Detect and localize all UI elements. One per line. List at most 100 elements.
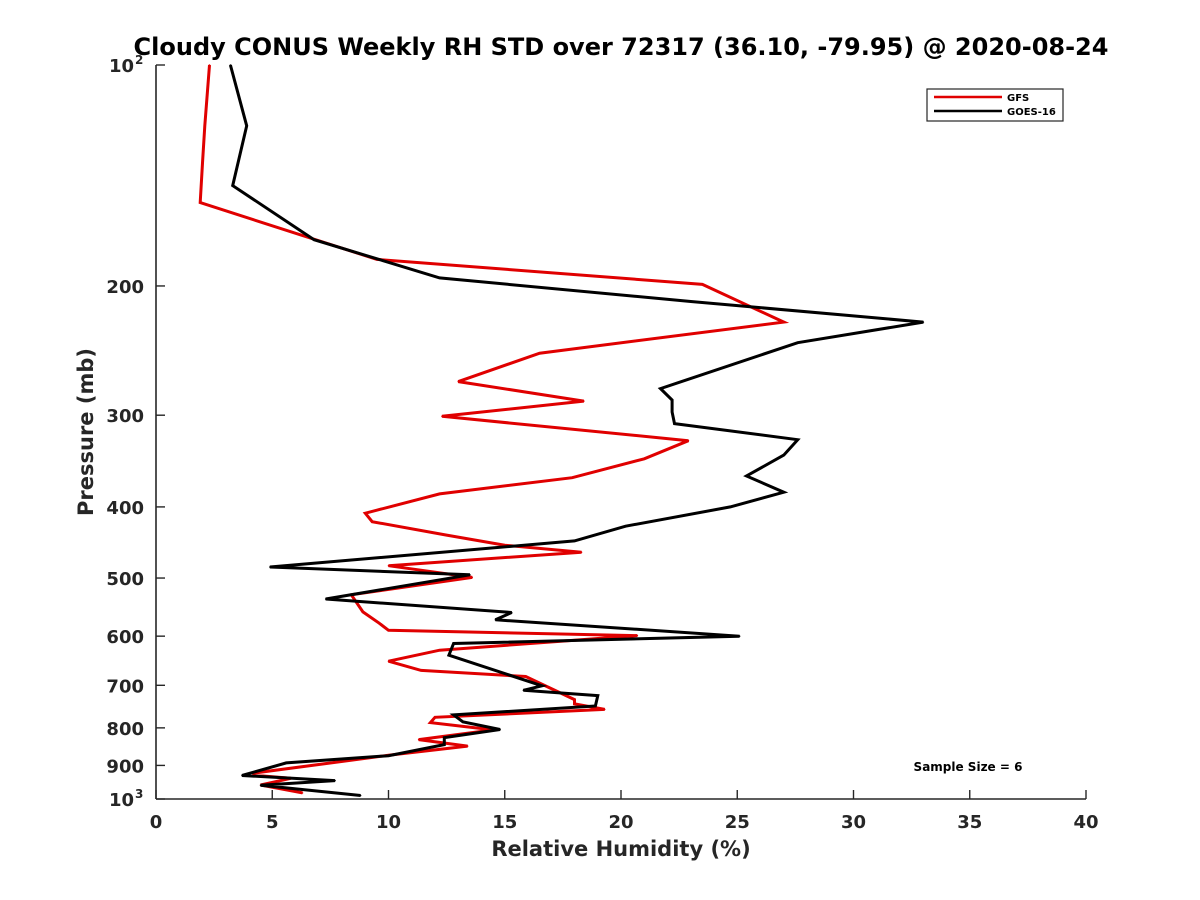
data-point-gfs — [362, 611, 364, 613]
y-tick-label: 600 — [106, 627, 144, 648]
x-tick-label: 25 — [725, 812, 750, 833]
data-point-gfs — [438, 493, 441, 495]
data-point-gfs — [199, 201, 201, 204]
data-point-goes16 — [494, 619, 497, 621]
data-point-gfs — [301, 792, 304, 794]
y-tick-label: 700 — [106, 676, 144, 697]
data-point-gfs — [643, 458, 646, 460]
y-tick-label: 400 — [106, 498, 144, 519]
data-point-goes16 — [324, 598, 327, 600]
data-point-gfs — [378, 622, 381, 624]
plot-area — [156, 65, 1086, 799]
data-point-gfs — [429, 721, 432, 724]
data-point-goes16 — [443, 743, 446, 746]
data-point-goes16 — [259, 784, 262, 787]
data-point-goes16 — [690, 300, 692, 303]
data-point-goes16 — [796, 341, 799, 344]
x-tick-label: 30 — [841, 812, 866, 833]
y-tick-label: 500 — [106, 569, 144, 590]
data-point-goes16 — [541, 685, 543, 687]
axes — [155, 65, 1086, 800]
data-point-goes16 — [231, 184, 234, 187]
data-point-goes16 — [783, 491, 785, 494]
data-point-goes16 — [510, 611, 513, 614]
data-point-gfs — [687, 439, 690, 442]
y-tick-label: 800 — [106, 719, 144, 740]
data-point-goes16 — [783, 454, 785, 456]
data-point-goes16 — [241, 774, 243, 777]
y-tick-label: 900 — [106, 756, 144, 777]
data-point-goes16 — [573, 540, 576, 542]
data-point-goes16 — [597, 694, 599, 697]
data-point-goes16 — [624, 525, 627, 527]
data-point-goes16 — [729, 506, 732, 508]
data-point-goes16 — [671, 399, 673, 401]
data-point-gfs — [208, 64, 211, 66]
data-point-goes16 — [245, 125, 248, 127]
data-point-gfs — [471, 576, 474, 579]
data-point-goes16 — [438, 277, 441, 279]
data-point-goes16 — [269, 566, 271, 568]
legend: GFS GOES-16 — [926, 88, 1064, 122]
data-point-goes16 — [452, 642, 455, 645]
x-tick-label: 5 — [266, 812, 279, 833]
data-point-goes16 — [522, 689, 525, 692]
data-point-gfs — [204, 125, 206, 127]
x-tick-label: 0 — [150, 812, 163, 833]
data-point-gfs — [580, 551, 583, 553]
data-point-goes16 — [659, 387, 662, 390]
data-point-gfs — [441, 415, 443, 418]
data-point-goes16 — [462, 721, 464, 723]
data-point-gfs — [573, 698, 576, 701]
data-point-gfs — [603, 708, 606, 711]
series-line-goes16 — [228, 64, 924, 797]
data-point-goes16 — [738, 635, 741, 637]
data-point-gfs — [201, 162, 204, 164]
data-point-gfs — [420, 669, 422, 672]
data-point-goes16 — [594, 705, 597, 707]
data-point-gfs — [583, 400, 585, 402]
data-point-goes16 — [387, 754, 390, 757]
data-point-gfs — [538, 352, 541, 355]
y-tick-label: 10 — [109, 790, 134, 811]
data-point-gfs — [417, 738, 420, 741]
data-point-gfs — [457, 380, 460, 383]
legend-box — [926, 88, 1064, 122]
y-tick-exponent: 3 — [135, 787, 143, 801]
data-point-goes16 — [671, 411, 673, 413]
series-layer — [198, 64, 925, 797]
data-point-goes16 — [452, 714, 455, 716]
data-point-gfs — [438, 649, 441, 651]
x-tick-label: 40 — [1073, 812, 1098, 833]
data-point-goes16 — [313, 238, 315, 241]
y-tick-label: 300 — [106, 406, 144, 427]
data-point-gfs — [387, 564, 390, 567]
x-axis-label: Relative Humidity (%) — [491, 837, 750, 861]
data-point-goes16 — [922, 321, 925, 323]
chart-title: Cloudy CONUS Weekly RH STD over 72317 (3… — [134, 33, 1109, 61]
y-tick-label: 10 — [109, 56, 134, 77]
data-point-gfs — [466, 745, 469, 747]
data-point-goes16 — [443, 736, 446, 739]
data-point-gfs — [524, 675, 527, 678]
series-goes16 — [228, 64, 925, 797]
data-point-goes16 — [334, 779, 336, 782]
data-point-gfs — [371, 520, 374, 523]
data-point-gfs — [387, 660, 390, 662]
data-point-gfs — [573, 703, 576, 705]
legend-label-goes16: GOES-16 — [1007, 107, 1056, 118]
data-point-gfs — [445, 534, 448, 536]
data-point-gfs — [783, 321, 785, 323]
y-axis-label: Pressure (mb) — [74, 348, 98, 516]
data-point-goes16 — [673, 422, 676, 425]
x-tick-label: 15 — [492, 812, 517, 833]
data-point-goes16 — [359, 794, 362, 797]
data-point-gfs — [387, 629, 390, 632]
y-tick-exponent: 2 — [135, 53, 143, 67]
data-point-goes16 — [229, 64, 232, 66]
data-point-gfs — [434, 716, 436, 719]
data-point-goes16 — [448, 654, 450, 656]
data-point-goes16 — [499, 728, 501, 731]
data-point-gfs — [701, 283, 704, 286]
